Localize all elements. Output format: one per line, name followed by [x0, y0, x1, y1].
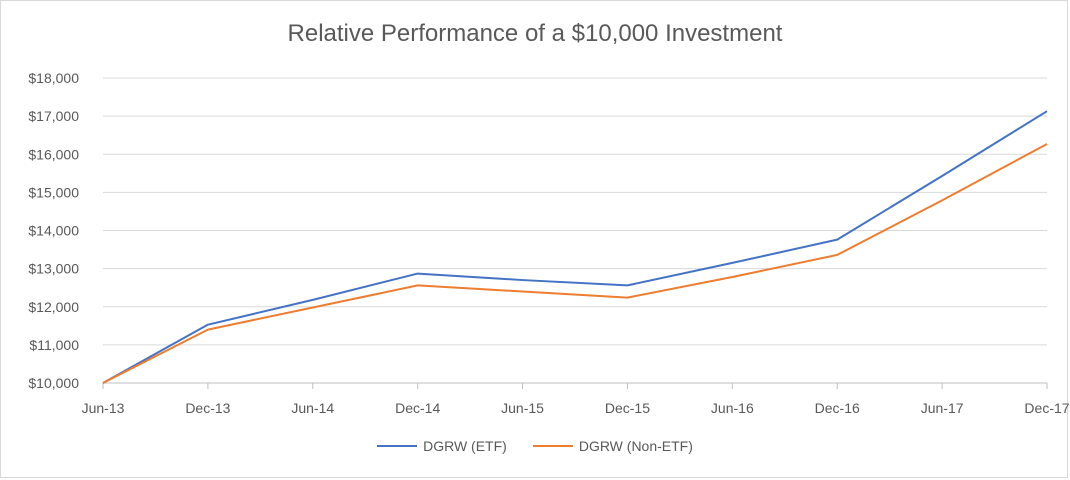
series-line-etf	[102, 110, 1048, 384]
y-tick-label: $10,000	[28, 375, 79, 391]
series-line-non-etf	[102, 143, 1048, 384]
y-tick-label: $11,000	[29, 337, 79, 353]
x-tick-label: Dec-14	[395, 400, 440, 416]
x-axis: Jun-13 Dec-13 Jun-14 Dec-14 Jun-15 Dec-15 Jun-…	[82, 382, 1070, 416]
x-tick-label: Jun-13	[82, 400, 125, 416]
series-lines	[102, 110, 1048, 384]
legend-label-etf: DGRW (ETF)	[423, 438, 507, 454]
legend-item-etf: DGRW (ETF)	[377, 438, 507, 454]
legend-item-non-etf: DGRW (Non-ETF)	[532, 438, 693, 454]
y-tick-label: $15,000	[28, 184, 79, 200]
y-tick-label: $18,000	[28, 70, 79, 86]
y-tick-label: $16,000	[28, 146, 79, 162]
y-tick-label: $14,000	[28, 223, 79, 239]
x-tick-label: Jun-16	[711, 400, 754, 416]
legend-label-non-etf: DGRW (Non-ETF)	[578, 438, 693, 454]
legend-swatch-etf	[377, 445, 418, 447]
y-tick-label: $17,000	[28, 108, 79, 124]
gridlines	[103, 77, 1047, 346]
x-tick-label: Dec-16	[815, 400, 860, 416]
y-axis-ticks: $10,000 $11,000 $12,000 $13,000 $14,000 $15,0…	[28, 70, 79, 391]
legend: DGRW (ETF) DGRW (Non-ETF)	[0, 438, 1070, 454]
x-tick-label: Jun-17	[921, 400, 964, 416]
x-tick-label: Dec-13	[185, 400, 230, 416]
chart-title: Relative Performance of a $10,000 Invest…	[287, 20, 783, 47]
legend-swatch-non-etf	[532, 445, 573, 447]
x-tick-label: Dec-17	[1024, 400, 1069, 416]
x-tick-label: Dec-15	[605, 400, 650, 416]
y-tick-label: $13,000	[28, 261, 79, 277]
x-tick-label: Jun-15	[501, 400, 544, 416]
y-tick-label: $12,000	[28, 299, 79, 315]
x-tick-label: Jun-14	[291, 400, 334, 416]
